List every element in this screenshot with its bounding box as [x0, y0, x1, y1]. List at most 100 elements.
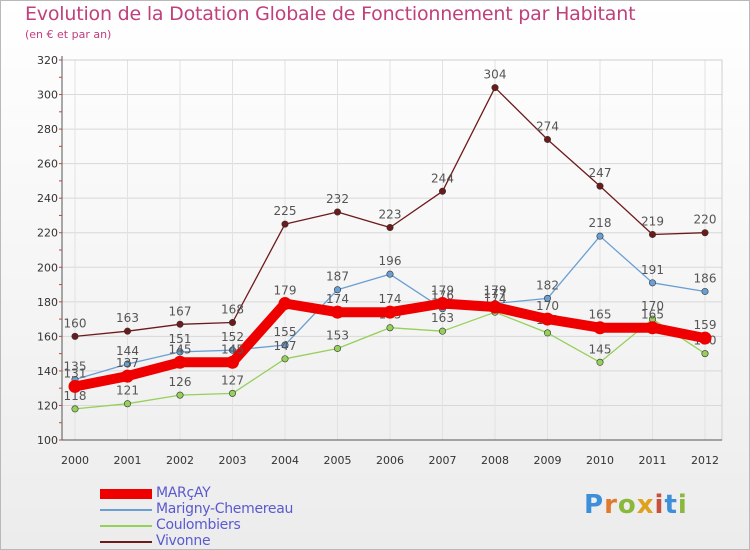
- x-tick-label: 2005: [324, 454, 352, 467]
- data-label-mar-ay: 159: [694, 318, 717, 332]
- data-point-vivonne: [701, 229, 709, 237]
- data-point-coulombiers: [333, 344, 341, 352]
- logo-letter: r: [604, 490, 618, 520]
- data-point-marigny-chemereau: [176, 348, 184, 356]
- data-point-vivonne: [71, 332, 79, 340]
- x-tick-label: 2010: [586, 454, 614, 467]
- data-point-mar-ay: [173, 355, 187, 369]
- data-label-vivonne: 219: [641, 214, 664, 228]
- logo-letter: i: [654, 490, 665, 520]
- data-label-mar-ay: 174: [379, 292, 402, 306]
- plot-area: [61, 59, 723, 441]
- data-point-mar-ay: [331, 305, 344, 319]
- data-point-marigny-chemereau: [229, 346, 237, 354]
- data-label-vivonne: 244: [431, 171, 454, 185]
- data-point-vivonne: [491, 84, 499, 92]
- chart-subtitle: (en € et par an): [25, 28, 112, 41]
- data-point-coulombiers: [701, 350, 709, 358]
- data-label-mar-ay: 177: [484, 287, 507, 301]
- y-tick-label: 280: [37, 123, 58, 136]
- data-label-marigny-chemereau: 191: [641, 263, 664, 277]
- data-label-coulombiers: 126: [169, 375, 192, 389]
- data-point-vivonne: [333, 208, 341, 216]
- data-point-mar-ay: [541, 312, 554, 326]
- logo-letter: i: [677, 490, 688, 520]
- data-label-vivonne: 232: [326, 192, 349, 206]
- y-tick-label: 300: [37, 89, 58, 102]
- data-point-coulombiers: [438, 327, 446, 335]
- y-tick-label: 200: [37, 261, 58, 274]
- data-label-vivonne: 160: [64, 316, 87, 330]
- data-label-marigny-chemereau: 135: [64, 360, 87, 374]
- x-tick-label: 2000: [61, 454, 89, 467]
- chart-title: Evolution de la Dotation Globale de Fonc…: [25, 3, 636, 25]
- data-label-vivonne: 304: [484, 68, 507, 82]
- data-label-coulombiers: 163: [431, 311, 454, 325]
- data-point-coulombiers: [229, 389, 237, 397]
- y-tick-label: 240: [37, 192, 58, 205]
- y-tick-label: 320: [37, 54, 58, 67]
- legend-label: MARçAY: [156, 485, 211, 501]
- logo-letter: x: [636, 490, 655, 520]
- data-label-mar-ay: 131: [64, 366, 87, 380]
- y-tick-label: 180: [37, 296, 58, 309]
- legend-label: Vivonne: [156, 533, 211, 549]
- data-label-mar-ay: 165: [589, 308, 612, 322]
- logo-letter: P: [584, 490, 605, 520]
- data-label-vivonne: 167: [169, 304, 192, 318]
- legend-swatch: [100, 509, 152, 511]
- data-label-mar-ay: 137: [116, 356, 139, 370]
- y-tick-label: 100: [37, 434, 58, 447]
- data-point-marigny-chemereau: [124, 360, 132, 368]
- data-point-coulombiers: [124, 400, 132, 408]
- data-label-marigny-chemereau: 179: [484, 284, 507, 298]
- data-point-coulombiers: [543, 329, 551, 337]
- x-tick-label: 2003: [219, 454, 247, 467]
- data-point-vivonne: [281, 220, 289, 228]
- data-label-mar-ay: 165: [641, 308, 664, 322]
- logo-letter: o: [617, 490, 637, 520]
- legend-swatch: [100, 525, 152, 527]
- data-label-mar-ay: 145: [169, 342, 192, 356]
- data-label-coulombiers: 118: [64, 389, 87, 403]
- data-point-mar-ay: [488, 300, 502, 314]
- data-label-marigny-chemereau: 218: [589, 216, 612, 230]
- data-label-vivonne: 223: [379, 208, 402, 222]
- x-tick-label: 2008: [481, 454, 509, 467]
- x-tick-label: 2007: [429, 454, 457, 467]
- data-label-marigny-chemereau: 144: [116, 344, 139, 358]
- legend-swatch: [100, 541, 152, 543]
- data-point-marigny-chemereau: [543, 294, 551, 302]
- legend-label: Marigny-Chemereau: [156, 501, 294, 517]
- y-tick-label: 260: [37, 158, 58, 171]
- data-point-marigny-chemereau: [701, 287, 709, 295]
- data-point-coulombiers: [596, 358, 604, 366]
- data-label-marigny-chemereau: 182: [536, 278, 559, 292]
- data-label-coulombiers: 145: [589, 342, 612, 356]
- data-label-vivonne: 220: [694, 213, 717, 227]
- data-point-marigny-chemereau: [333, 286, 341, 294]
- legend-swatch: [100, 489, 152, 499]
- data-label-coulombiers: 147: [274, 339, 297, 353]
- data-point-marigny-chemereau: [281, 341, 289, 349]
- data-point-mar-ay: [436, 297, 449, 311]
- x-tick-label: 2012: [691, 454, 719, 467]
- data-label-mar-ay: 145: [221, 342, 244, 356]
- data-label-mar-ay: 179: [274, 284, 297, 298]
- data-label-coulombiers: 121: [116, 384, 139, 398]
- x-tick-label: 2001: [114, 454, 142, 467]
- data-label-vivonne: 225: [274, 204, 297, 218]
- x-tick-label: 2002: [166, 454, 194, 467]
- x-tick-label: 2004: [271, 454, 299, 467]
- x-tick-label: 2009: [534, 454, 562, 467]
- data-label-vivonne: 247: [589, 166, 612, 180]
- data-point-mar-ay: [383, 305, 397, 319]
- data-point-coulombiers: [176, 391, 184, 399]
- legend-label: Coulombiers: [156, 517, 241, 533]
- data-point-mar-ay: [698, 331, 712, 345]
- data-label-vivonne: 274: [536, 119, 559, 133]
- x-tick-label: 2006: [376, 454, 404, 467]
- data-point-vivonne: [176, 320, 184, 328]
- data-label-marigny-chemereau: 196: [379, 254, 402, 268]
